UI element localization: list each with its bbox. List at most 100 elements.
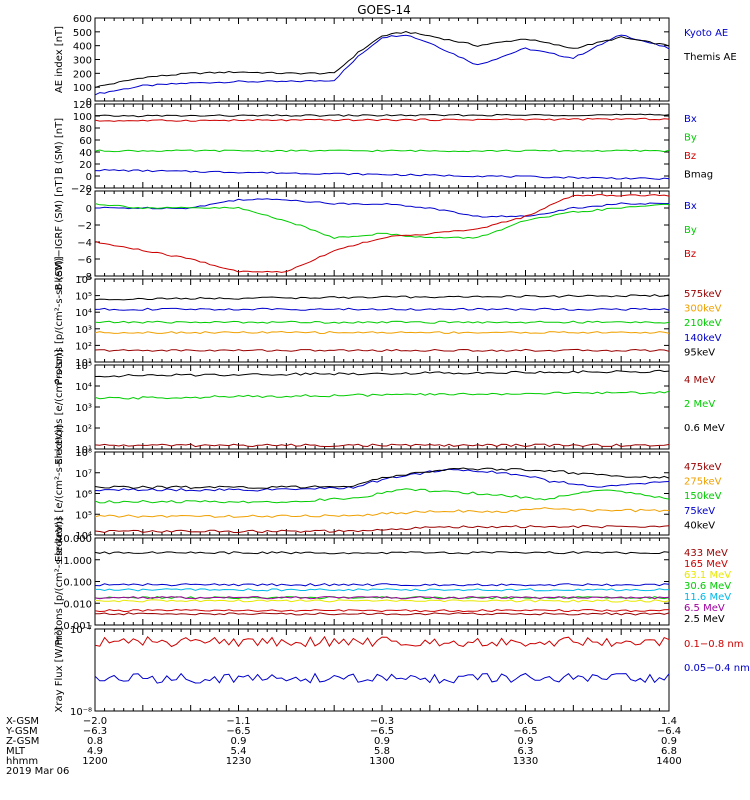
- legend-entry: Bx: [684, 114, 697, 125]
- series-line-300kev: [94, 330, 670, 335]
- ephemeris-value: 1400: [656, 756, 681, 767]
- y-tick-label: 10⁻⁷: [70, 625, 92, 636]
- series-line-4-mev: [94, 443, 670, 448]
- series-line-6-5-mev: [94, 596, 670, 600]
- y-tick-label: −20: [71, 184, 92, 195]
- ephemeris-value: −6.4: [657, 726, 681, 737]
- legend-entry: 210keV: [684, 318, 722, 329]
- y-axis-label: Protons [p/(cm²-s-sr-keV)]: [54, 517, 65, 645]
- legend-entry: 275keV: [684, 477, 722, 488]
- legend-entry: 40keV: [684, 520, 715, 531]
- y-tick-label: 10³: [75, 403, 92, 414]
- y-axis-label: Xray Flux [W/m²]: [54, 627, 65, 712]
- ephemeris-row-label: Y-GSM: [5, 726, 38, 737]
- y-tick-label: 500: [73, 28, 92, 39]
- y-tick-label: 0.001: [63, 621, 92, 632]
- series-line-63-1-mev: [94, 599, 670, 603]
- legend-entry: 0.6 MeV: [684, 423, 725, 434]
- legend-entry: 11.6 MeV: [684, 592, 731, 603]
- legend-entry: By: [684, 225, 697, 236]
- legend-entry: 140keV: [684, 333, 722, 344]
- panel-3: 2 0 −2 −4 −6 −8 B (SM)−IGRF (SM) [nT] Bx By Bz: [54, 176, 697, 290]
- ephemeris-value: 0.8: [87, 736, 103, 747]
- series-line-475kev: [94, 524, 670, 534]
- legend-entry: By: [684, 133, 697, 144]
- panel-5: 10⁵ 10⁴ 10³ 10² 10¹ Electrons [e/(cm²-s-sr)] 4…: [54, 349, 725, 465]
- y-tick-label: 40: [79, 148, 92, 159]
- ephemeris-value: 1200: [82, 756, 107, 767]
- panel-frame: [94, 278, 670, 363]
- y-axis-label: Electrons [e/(cm²-s-sr-keV)]: [54, 425, 65, 562]
- series-line-11-6-mev: [95, 588, 670, 592]
- legend-entry: 2.5 MeV: [684, 614, 725, 625]
- y-tick-label: 400: [73, 42, 92, 53]
- legend-entry: 4 MeV: [684, 375, 715, 386]
- series-line-0-05-0-4-nm: [94, 672, 670, 684]
- ephemeris-value: 0.9: [661, 736, 677, 747]
- y-tick-label: 1.000: [63, 556, 92, 567]
- series-line-575kev: [94, 348, 670, 352]
- legend-entry: Bz: [684, 151, 696, 162]
- y-axis-label: Electrons [e/(cm²-s-sr)]: [54, 349, 65, 465]
- legend-entry: 30.6 MeV: [684, 581, 731, 592]
- series-line-140kev: [94, 307, 670, 311]
- series-line-433-mev: [95, 612, 670, 616]
- ephemeris-value: −6.3: [83, 726, 107, 737]
- y-tick-label: 10.000: [57, 534, 92, 545]
- y-tick-label: 10⁴: [75, 531, 92, 542]
- ephemeris-value: −0.3: [370, 716, 394, 727]
- ephemeris-value: 1230: [226, 756, 251, 767]
- y-tick-label: 10¹: [75, 358, 92, 369]
- ephemeris-row-label: X-GSM: [6, 716, 39, 727]
- y-tick-label: 100: [73, 83, 92, 94]
- ephemeris-value: 0.9: [231, 736, 247, 747]
- ephemeris-value: −6.5: [370, 726, 394, 737]
- series-line-275kev: [94, 507, 670, 518]
- legend-entry: Kyoto AE: [684, 28, 728, 39]
- y-tick-label: 60: [79, 136, 92, 147]
- y-tick-label: 120: [73, 100, 92, 111]
- figure-title: GOES-14: [357, 3, 411, 17]
- legend-entry: 95keV: [684, 347, 715, 358]
- y-tick-label: 10⁵: [75, 292, 92, 303]
- legend-entry: Bx: [684, 201, 697, 212]
- y-tick-label: 100: [73, 112, 92, 123]
- legend-entry: 6.5 MeV: [684, 603, 725, 614]
- y-axis-label: Protons [p/(cm²-s-sr-keV)]: [54, 256, 65, 384]
- series-line-30-6-mev: [94, 596, 670, 600]
- series-line-150kev: [94, 488, 670, 504]
- legend-entry: Themis AE: [683, 52, 737, 63]
- y-tick-label: 20: [79, 160, 92, 171]
- legend-entry: 433 MeV: [684, 548, 728, 559]
- y-tick-label: 300: [73, 56, 92, 67]
- y-tick-label: −6: [77, 255, 92, 266]
- legend-entry: 575keV: [684, 289, 722, 300]
- y-tick-label: 10²: [75, 341, 92, 352]
- series-line-bmag: [94, 113, 670, 118]
- series-line-165-mev: [94, 608, 670, 613]
- ephemeris-value: 1330: [513, 756, 538, 767]
- y-tick-label: 200: [73, 69, 92, 80]
- panel-frame: [94, 17, 670, 102]
- y-tick-label: 0: [86, 97, 92, 108]
- series-line-2-5-mev: [94, 551, 670, 555]
- y-tick-label: 10⁻⁸: [70, 707, 92, 718]
- y-tick-label: 2: [86, 187, 92, 198]
- ephemeris-value: 1.4: [661, 716, 677, 727]
- ephemeris-value: 0.9: [518, 736, 534, 747]
- legend-entry: Bz: [684, 249, 696, 260]
- ephemeris-value: −2.0: [83, 716, 107, 727]
- ephemeris-value: 5.4: [231, 746, 247, 757]
- panel-4: 10⁶ 10⁵ 10⁴ 10³ 10² 10¹ Protons [p/(cm²-s-sr-k…: [54, 256, 722, 384]
- y-tick-label: 10⁴: [75, 308, 92, 319]
- ephemeris-value: 5.8: [374, 746, 390, 757]
- y-tick-label: 10⁸: [75, 448, 92, 459]
- y-tick-label: −4: [77, 238, 92, 249]
- series-line-95kev: [94, 294, 670, 301]
- series-line-bz: [94, 117, 670, 122]
- y-tick-label: 10³: [75, 325, 92, 336]
- y-tick-label: 600: [73, 14, 92, 25]
